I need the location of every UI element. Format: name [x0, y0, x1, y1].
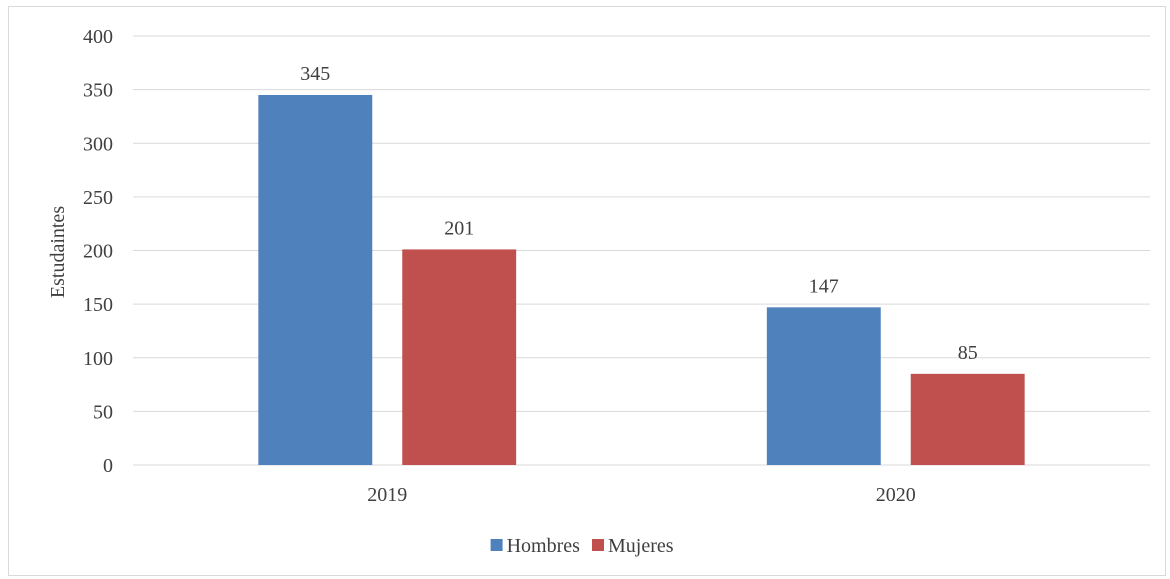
x-tick-label: 2019: [367, 484, 407, 506]
data-label: 85: [958, 342, 978, 364]
bar-hombres-2019: [258, 94, 373, 466]
y-axis-ticks: 0 50 100 150 200 250 300 350 400: [83, 26, 113, 477]
legend: Hombres Mujeres: [490, 535, 674, 557]
y-tick-label: 100: [83, 348, 113, 370]
legend-label-hombres: Hombres: [507, 535, 581, 557]
x-tick-label: 2020: [876, 484, 916, 506]
data-label: 201: [444, 217, 474, 239]
bars: [258, 94, 1025, 466]
data-labels: 345 201 147 85: [300, 63, 977, 364]
bar-hombres-2020: [766, 307, 881, 465]
y-tick-label: 0: [103, 455, 113, 477]
bar-mujeres-2019: [402, 249, 517, 465]
y-tick-label: 400: [83, 26, 113, 48]
legend-swatch-hombres: [490, 539, 503, 551]
y-tick-label: 150: [83, 294, 113, 316]
bar-mujeres-2020: [910, 373, 1025, 465]
chart-frame: [8, 6, 1166, 576]
y-axis-title: Estudaintes: [47, 206, 69, 298]
y-tick-label: 50: [93, 401, 113, 423]
legend-label-mujeres: Mujeres: [608, 535, 674, 557]
data-label: 345: [300, 63, 330, 85]
legend-swatch-mujeres: [592, 539, 604, 551]
y-tick-label: 300: [83, 133, 113, 155]
x-axis-ticks: 2019 2020: [367, 484, 916, 506]
y-tick-label: 250: [83, 187, 113, 209]
y-tick-label: 350: [83, 80, 113, 102]
y-tick-label: 200: [83, 241, 113, 263]
data-label: 147: [809, 275, 839, 297]
